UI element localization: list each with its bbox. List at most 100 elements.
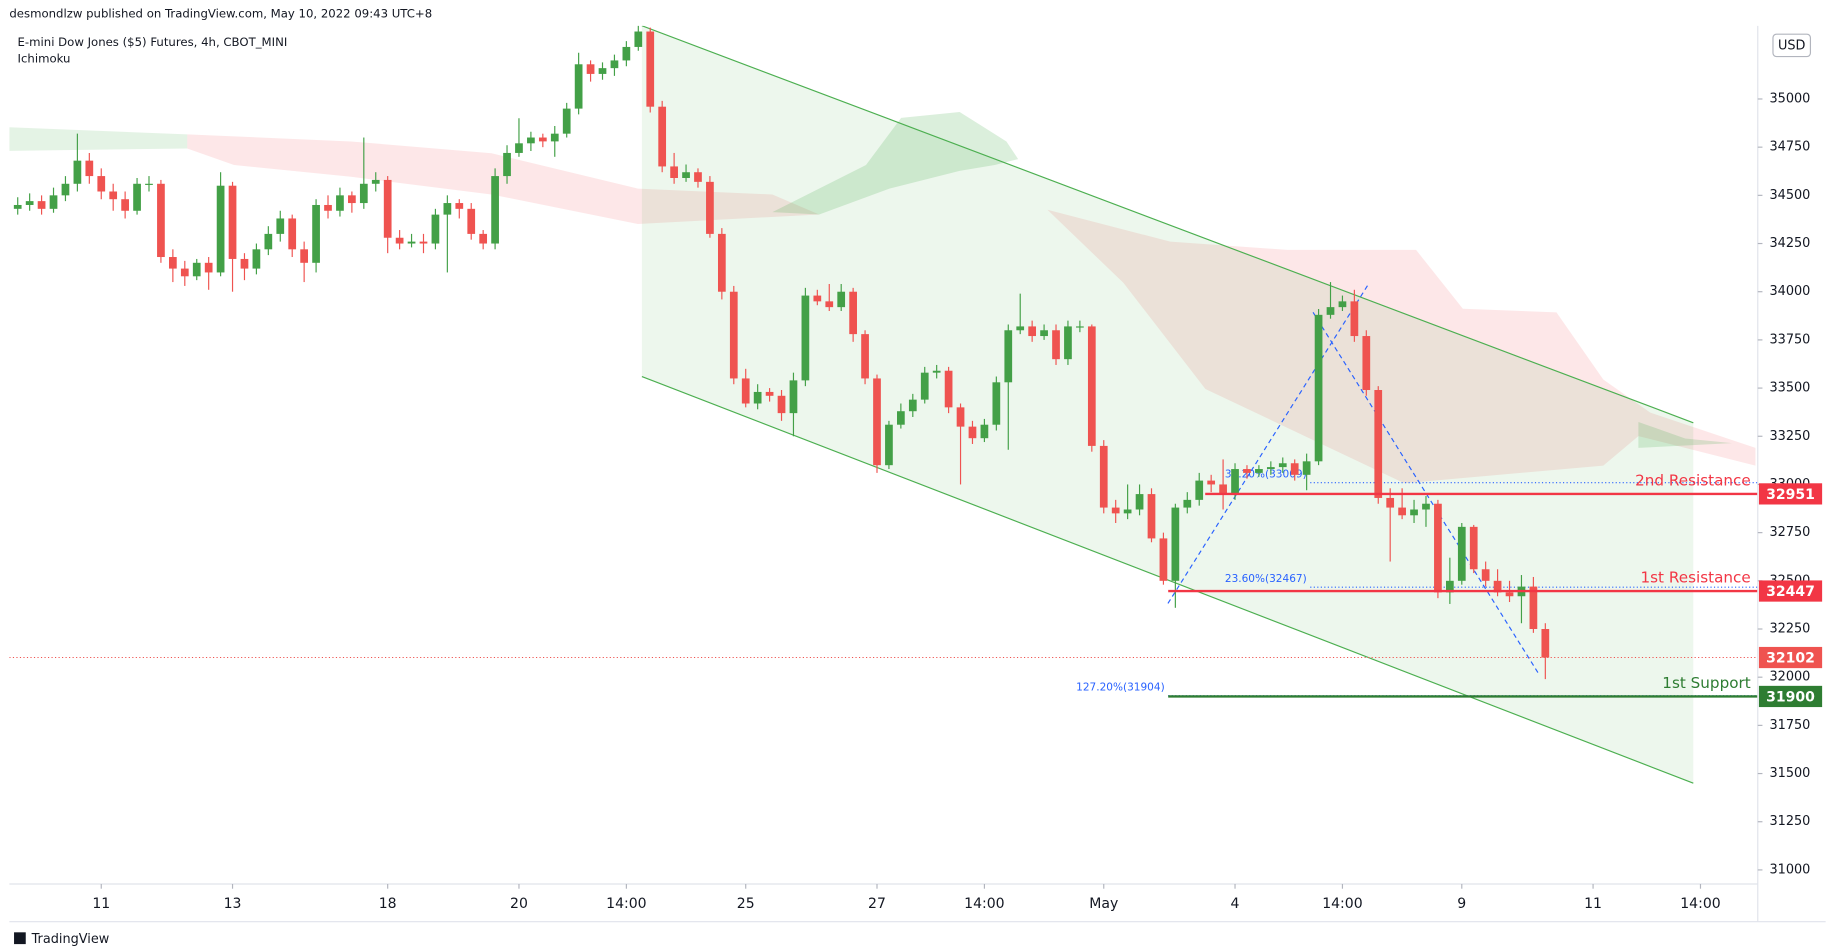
candle-body xyxy=(1457,526,1466,581)
candle-body xyxy=(837,291,846,308)
y-tick-label: 33750 xyxy=(1769,332,1810,347)
candle-body xyxy=(1087,326,1096,446)
candle-body xyxy=(216,185,225,273)
price-box-label: 32447 xyxy=(1766,584,1815,600)
candle-body xyxy=(1123,509,1132,514)
candle-body xyxy=(1362,336,1371,391)
candle-body xyxy=(646,31,655,107)
cloud xyxy=(1638,421,1733,448)
candle-body xyxy=(825,301,834,308)
candle-body xyxy=(908,399,917,412)
candle-body xyxy=(1016,326,1025,331)
candle-body xyxy=(276,218,285,234)
candle-body xyxy=(1111,507,1120,514)
candle-body xyxy=(717,233,726,292)
channel-fill xyxy=(641,25,1694,784)
candle-body xyxy=(1326,307,1335,315)
footer-brand: TradingView xyxy=(31,932,110,947)
candle-body xyxy=(861,334,869,379)
candle-body xyxy=(873,378,881,466)
x-tick-label: 11 xyxy=(1584,896,1602,912)
candle-body xyxy=(1422,503,1430,510)
candle-body xyxy=(1302,461,1311,475)
x-tick-label: 13 xyxy=(224,896,242,912)
y-tick-label: 31500 xyxy=(1769,766,1810,781)
candle-body xyxy=(694,172,702,182)
candle-body xyxy=(312,204,320,263)
fib-zigzag xyxy=(1167,282,1370,604)
candle-body xyxy=(789,380,798,414)
candle-body xyxy=(204,262,213,273)
candle-body xyxy=(133,183,141,211)
candle-body xyxy=(765,391,774,396)
symbol-title: E-mini Dow Jones ($5) Futures, 4h, CBOT_… xyxy=(18,35,288,49)
x-tick-label: 14:00 xyxy=(1680,896,1720,912)
candle-body xyxy=(192,262,201,277)
candle-body xyxy=(1290,463,1299,475)
candle-body xyxy=(49,195,58,209)
candle-body xyxy=(252,249,261,269)
candle-body xyxy=(324,204,332,211)
candle-body xyxy=(598,68,607,74)
candle-body xyxy=(431,214,440,244)
candle-body xyxy=(1314,314,1323,462)
candle-body xyxy=(932,370,941,373)
x-tick-label: 9 xyxy=(1457,896,1466,912)
x-tick-label: May xyxy=(1089,896,1118,912)
candle-body xyxy=(634,31,643,47)
channel-lower xyxy=(641,375,1694,784)
level-label: 2nd Resistance xyxy=(1635,471,1751,489)
level-label: 1st Resistance xyxy=(1640,569,1750,587)
candle-body xyxy=(1469,526,1478,570)
candle-body xyxy=(264,233,273,250)
y-tick-label: 34250 xyxy=(1769,236,1810,251)
candle-body xyxy=(538,137,547,142)
candle-body xyxy=(85,160,94,177)
candle-body xyxy=(682,172,690,178)
candle-body xyxy=(1529,586,1538,630)
level-label: 1st Support xyxy=(1662,674,1750,692)
fib-label: 23.60%(32467) xyxy=(1225,573,1307,585)
candle-body xyxy=(1445,580,1454,593)
candle-body xyxy=(1207,480,1216,485)
y-tick-label: 31250 xyxy=(1769,814,1810,829)
candle-body xyxy=(610,60,619,69)
candle-body xyxy=(897,411,905,425)
candle-body xyxy=(37,201,46,209)
candle-body xyxy=(1099,445,1108,508)
y-tick-label: 32000 xyxy=(1769,670,1810,685)
candle-body xyxy=(1064,326,1072,360)
candle-body xyxy=(1243,469,1251,473)
price-box xyxy=(1758,685,1823,708)
candle-body xyxy=(1040,330,1048,337)
candle-body xyxy=(515,143,523,153)
candle-body xyxy=(1541,629,1550,658)
y-tick-label: 33250 xyxy=(1769,429,1810,444)
candle-body xyxy=(1266,467,1275,470)
candle-body xyxy=(586,64,595,74)
candle-body xyxy=(467,208,476,234)
candle-body xyxy=(157,183,165,258)
candle-body xyxy=(658,106,667,167)
y-tick-label: 33500 xyxy=(1769,381,1810,396)
candle-body xyxy=(1171,507,1180,581)
y-tick-label: 31750 xyxy=(1769,718,1810,733)
candle-body xyxy=(1481,569,1490,581)
x-tick-label: 14:00 xyxy=(1322,896,1362,912)
candle-body xyxy=(336,195,344,211)
candle-body xyxy=(97,176,106,192)
candle-body xyxy=(1410,509,1418,516)
candle-body xyxy=(371,179,380,184)
candle-body xyxy=(968,426,977,439)
candle-body xyxy=(455,203,464,209)
candle-body xyxy=(1434,503,1442,593)
cloud xyxy=(772,111,1019,215)
candle-body xyxy=(1374,390,1383,498)
y-tick-label: 35000 xyxy=(1769,91,1810,106)
candle-body xyxy=(73,160,82,184)
currency-box xyxy=(1772,33,1812,58)
candle-body xyxy=(240,258,249,269)
